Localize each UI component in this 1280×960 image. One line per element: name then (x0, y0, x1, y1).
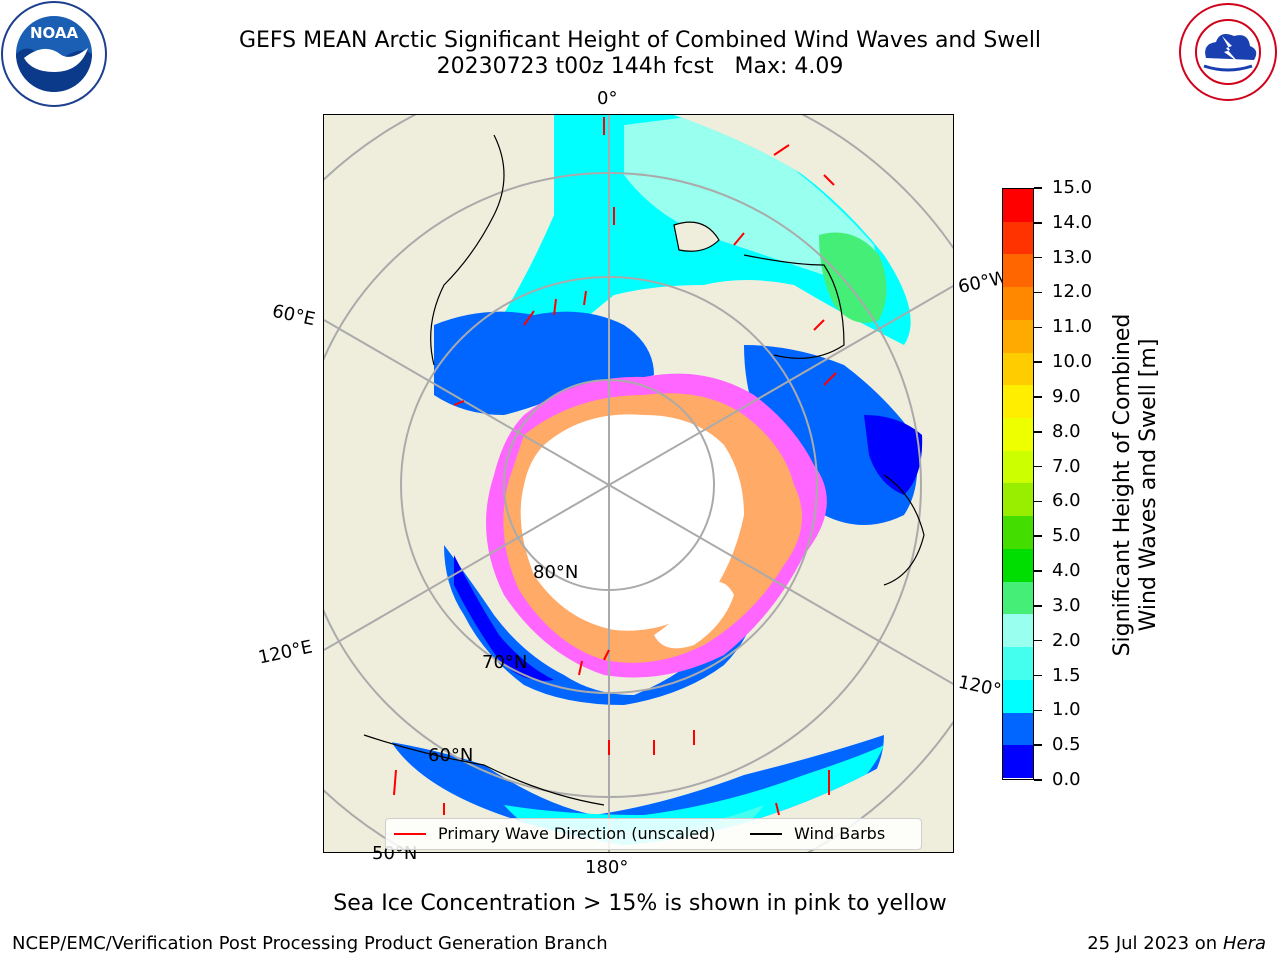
colorbar-title: Significant Height of Combined Wind Wave… (1110, 295, 1162, 675)
colorbar-band (1003, 352, 1033, 386)
colorbar-band (1003, 679, 1033, 713)
chart-subtitle: 20230723 t00z 144h fcst Max: 4.09 (436, 54, 844, 79)
colorbar-band (1003, 385, 1033, 419)
colorbar-tick-label: 4.0 (1052, 560, 1081, 582)
wave-direction-legend-line (394, 833, 426, 835)
colorbar-band (1003, 745, 1033, 778)
colorbar-band (1003, 647, 1033, 680)
nws-logo (1179, 3, 1277, 101)
colorbar-tick-label: 14.0 (1052, 211, 1093, 233)
colorbar-tick-mark (1034, 291, 1042, 294)
colorbar-tick-label: 2.0 (1052, 629, 1081, 651)
map-legend: Primary Wave Direction (unscaled) Wind B… (385, 818, 922, 850)
colorbar-band (1003, 712, 1033, 746)
meridian-60w (608, 285, 953, 486)
colorbar-band (1003, 221, 1033, 255)
colorbar-tick-mark (1034, 256, 1042, 259)
colorbar-tick-mark (1034, 744, 1042, 746)
lon-label-120e: 120°E (256, 636, 315, 669)
colorbar-tick-label: 5.0 (1052, 525, 1081, 547)
footer-date-text: 25 Jul 2023 on (1087, 933, 1223, 954)
colorbar-tick-label: 11.0 (1052, 316, 1093, 338)
colorbar-band (1003, 614, 1033, 648)
colorbar-tick-mark (1034, 361, 1042, 363)
colorbar-tick-label: 10.0 (1052, 351, 1093, 373)
lon-label-120w: 120° (956, 671, 1004, 702)
colorbar-tick-mark (1034, 570, 1042, 572)
colorbar-band (1003, 516, 1033, 549)
colorbar (1002, 188, 1034, 780)
colorbar-tick-label: 1.5 (1052, 664, 1081, 686)
colorbar-band (1003, 254, 1033, 288)
chart-title: GEFS MEAN Arctic Significant Height of C… (238, 28, 1042, 53)
colorbar-tick-mark (1034, 396, 1042, 398)
sea-ice-note: Sea Ice Concentration > 15% is shown in … (333, 891, 947, 916)
lon-label-60e: 60°E (270, 300, 317, 331)
colorbar-band (1003, 319, 1033, 353)
colorbar-tick-label: 0.5 (1052, 734, 1081, 756)
footer-date: 25 Jul 2023 on Hera (1087, 933, 1266, 954)
colorbar-tick-mark (1034, 779, 1042, 781)
meridian-120e (324, 484, 610, 651)
map-canvas (324, 115, 953, 852)
colorbar-tick-mark (1034, 639, 1042, 642)
colorbar-tick-mark (1034, 535, 1042, 537)
colorbar-band (1003, 548, 1033, 582)
lon-label-180: 180° (585, 857, 629, 878)
colorbar-title-line2: Wind Waves and Swell [m] (1136, 338, 1161, 632)
arctic-map (323, 114, 954, 853)
wind-barbs-legend-label: Wind Barbs (794, 824, 886, 843)
colorbar-tick-label: 8.0 (1052, 420, 1081, 442)
lon-label-0: 0° (597, 88, 618, 109)
colorbar-tick-label: 6.0 (1052, 490, 1081, 512)
colorbar-title-line1: Significant Height of Combined (1110, 313, 1135, 657)
lat-label-70: 70°N (482, 652, 528, 673)
meridian-60e (324, 319, 610, 486)
wind-barbs-legend-line (750, 833, 782, 835)
lat-label-80: 80°N (533, 562, 579, 583)
colorbar-band (1003, 287, 1033, 320)
colorbar-tick-label: 9.0 (1052, 385, 1081, 407)
colorbar-tick-mark (1034, 187, 1042, 189)
colorbar-band (1003, 450, 1033, 484)
colorbar-tick-mark (1034, 222, 1042, 224)
colorbar-tick-mark (1034, 674, 1042, 677)
footer-branch: NCEP/EMC/Verification Post Processing Pr… (12, 933, 608, 954)
footer-host: Hera (1222, 933, 1266, 954)
colorbar-tick-mark (1034, 709, 1042, 712)
colorbar-tick-label: 3.0 (1052, 594, 1081, 616)
colorbar-tick-mark (1034, 326, 1042, 329)
colorbar-tick-mark (1034, 605, 1042, 607)
colorbar-band (1003, 189, 1033, 222)
colorbar-band (1003, 418, 1033, 451)
meridian-120w (608, 484, 953, 685)
colorbar-tick-mark (1034, 465, 1042, 468)
noaa-logo-text: NOAA (30, 24, 79, 42)
wave-direction-legend-label: Primary Wave Direction (unscaled) (438, 824, 716, 843)
colorbar-tick-label: 1.0 (1052, 699, 1081, 721)
colorbar-tick-label: 13.0 (1052, 246, 1093, 268)
wave-direction-arrows (393, 117, 837, 816)
noaa-logo: NOAA (1, 1, 107, 107)
colorbar-band (1003, 581, 1033, 615)
lat-label-60: 60°N (428, 745, 474, 766)
colorbar-band (1003, 483, 1033, 517)
colorbar-tick-label: 15.0 (1052, 177, 1093, 198)
colorbar-tick-label: 12.0 (1052, 281, 1093, 303)
colorbar-tick-mark (1034, 500, 1042, 503)
colorbar-tick-label: 0.0 (1052, 769, 1081, 790)
colorbar-tick-mark (1034, 431, 1042, 433)
colorbar-tick-label: 7.0 (1052, 455, 1081, 477)
